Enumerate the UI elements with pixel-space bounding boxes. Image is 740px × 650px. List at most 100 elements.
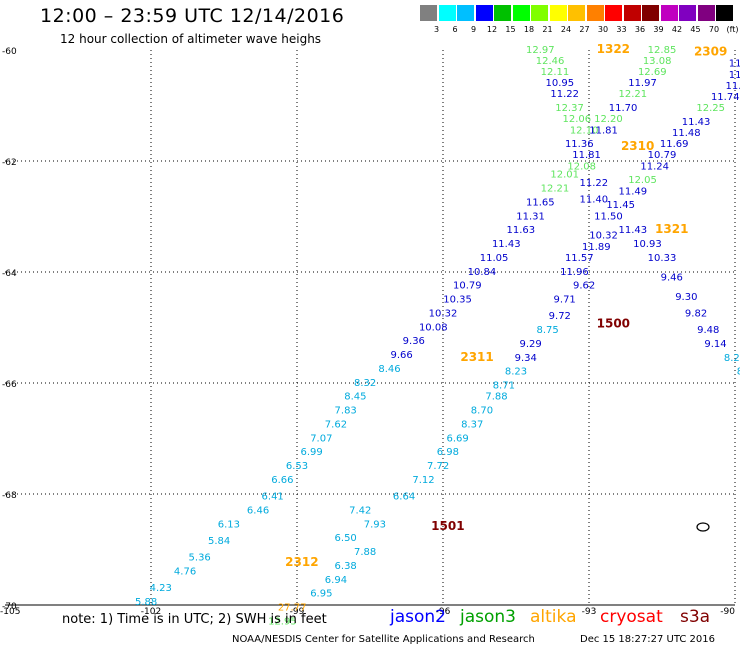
swh-observation: 11.31	[516, 211, 545, 222]
swh-observation: 11.63	[507, 225, 536, 236]
swh-observation: 11.05	[480, 253, 509, 264]
swh-observation: 11.81	[572, 150, 601, 161]
swh-observation: 9.66	[391, 350, 413, 361]
x-tick-label: -93	[582, 607, 597, 617]
swh-observation: 12.20	[594, 114, 623, 125]
swh-observation: 10.08	[419, 322, 448, 333]
scale-swatch	[586, 5, 604, 21]
scale-label: (ft)	[726, 25, 739, 34]
swh-observation: 12.21	[541, 184, 570, 195]
swh-observation: 10.35	[443, 295, 472, 306]
map-title: 12:00 – 23:59 UTC 12/14/2016	[40, 5, 345, 27]
scale-swatch	[623, 5, 641, 21]
swh-observation: 11.96	[560, 267, 589, 278]
pass-id-label: 1501	[431, 519, 464, 533]
swh-observation: 6.64	[393, 492, 415, 503]
legend-cryosat: cryosat	[600, 607, 663, 627]
scale-label: 18	[523, 25, 535, 34]
swh-observation: 7.12	[412, 475, 434, 486]
swh-observation: 9.72	[549, 311, 571, 322]
swh-observation: 8.45	[344, 392, 366, 403]
scale-swatch	[494, 5, 511, 21]
swh-observation: 11.22	[580, 178, 609, 189]
scale-label: 36	[634, 25, 646, 34]
swh-observation: 12.21	[618, 89, 647, 100]
scale-label: 3	[433, 25, 440, 34]
scale-swatch	[531, 5, 548, 21]
x-tick-label: -99	[290, 607, 305, 617]
scale-swatch	[568, 5, 585, 21]
scale-swatch	[660, 5, 678, 21]
swh-observation: 12.01	[550, 170, 579, 181]
swh-observation: 6.41	[262, 492, 284, 503]
pass-id-label: 2310	[621, 139, 654, 153]
scale-label: 12	[486, 25, 498, 34]
swh-observation: 9.82	[685, 308, 707, 319]
swh-observation: 10.93	[633, 239, 662, 250]
swh-observation: 9.71	[554, 295, 576, 306]
swh-observation: 8.75	[537, 325, 559, 336]
scale-label: 30	[597, 25, 609, 34]
swh-observation: 11.48	[672, 128, 701, 139]
swh-observation: 8.70	[471, 406, 493, 417]
scale-swatch	[549, 5, 567, 21]
swh-observation: 10.79	[453, 281, 482, 292]
pass-id-label: 1500	[597, 317, 630, 331]
swh-observation: 11.97	[628, 78, 657, 89]
scale-label: 6	[452, 25, 458, 34]
swh-observation: 12.11	[541, 67, 570, 78]
x-tick-label: -105	[0, 607, 20, 617]
legend-jason2: jason2	[390, 607, 446, 627]
scale-label: 9	[470, 25, 477, 34]
swh-observation: 12.95	[268, 616, 297, 627]
swh-observation: 11.22	[550, 89, 579, 100]
swh-observation: 6.46	[247, 505, 269, 516]
swh-observation: 11.43	[682, 117, 711, 128]
y-tick-label: -62	[2, 158, 17, 168]
swh-observation: 9.29	[519, 339, 541, 350]
swh-observation: 8.29	[724, 353, 740, 364]
swh-observation: 11.24	[640, 161, 669, 172]
swh-observation: 11.45	[606, 200, 635, 211]
legend-jason3: jason3	[460, 607, 516, 627]
scale-label: 45	[690, 25, 701, 34]
swh-observation: 9.62	[573, 281, 595, 292]
swh-observation: 12.05	[628, 175, 657, 186]
scale-swatch	[697, 5, 715, 21]
y-tick-label: -60	[2, 47, 17, 57]
scale-swatch	[605, 5, 622, 21]
swh-observation: 11.74	[711, 92, 740, 103]
swh-observation: 10.33	[648, 253, 677, 264]
x-tick-label: -96	[436, 607, 451, 617]
swh-observation: 5.36	[189, 553, 211, 564]
scale-label: 21	[542, 25, 553, 34]
swh-observation: 6.66	[271, 475, 293, 486]
island-outline	[696, 522, 710, 532]
legend-s3a: s3a	[680, 607, 711, 627]
y-tick-label: -66	[2, 380, 17, 390]
swh-observation: 11.7	[729, 70, 740, 81]
swh-observation: 10.95	[545, 78, 574, 89]
swh-observation: 9.14	[704, 339, 726, 350]
swh-observation: 6.38	[335, 561, 357, 572]
swh-observation: 8.71	[493, 381, 515, 392]
swh-observation: 6.99	[300, 447, 322, 458]
swh-observation: 8.46	[378, 364, 400, 375]
swh-observation: 11.26	[726, 81, 740, 92]
scale-swatch	[642, 5, 659, 21]
swh-observation: 8.32	[354, 378, 376, 389]
swh-observation: 9.48	[697, 325, 719, 336]
swh-observation: 11.36	[565, 139, 594, 150]
scale-label: 39	[653, 25, 664, 34]
swh-observation: 11.43	[618, 225, 647, 236]
swh-observation: 11.57	[565, 253, 594, 264]
swh-observation: 7.88	[354, 547, 376, 558]
swh-observation: 6.13	[218, 519, 240, 530]
map-subtitle: 12 hour collection of altimeter wave hei…	[60, 32, 322, 46]
swh-observation: 11.49	[618, 186, 647, 197]
credit-text: NOAA/NESDIS Center for Satellite Applica…	[232, 634, 535, 645]
swh-observation: 6.69	[446, 433, 468, 444]
swh-observation: 7.42	[349, 505, 371, 516]
swh-observation: 6.53	[286, 461, 308, 472]
generated-timestamp: Dec 15 18:27:27 UTC 2016	[580, 634, 715, 645]
